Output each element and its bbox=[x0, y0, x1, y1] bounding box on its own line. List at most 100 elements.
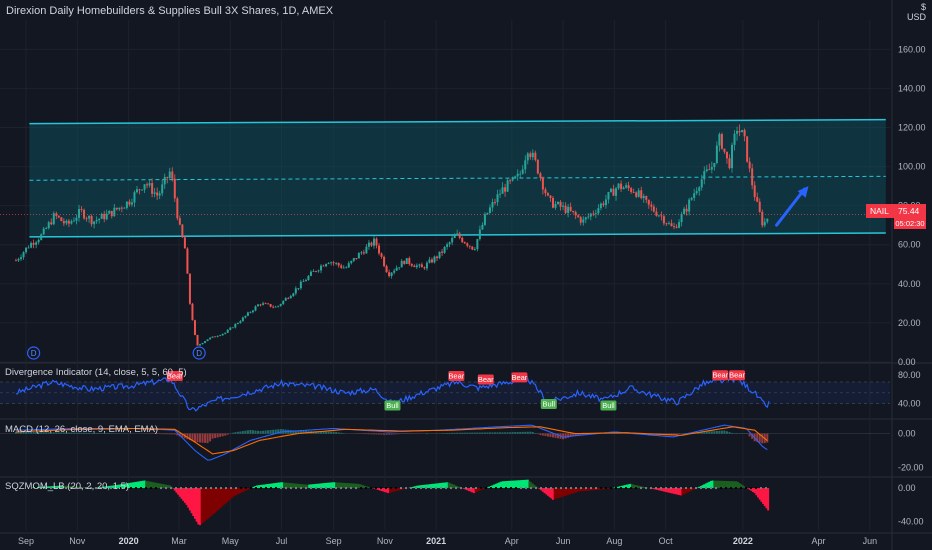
sqzmom-bar bbox=[163, 484, 166, 489]
candle bbox=[302, 281, 305, 283]
sqzmom-indicator-label[interactable]: SQZMOM_LB (20, 2, 20, 1.5) bbox=[5, 481, 130, 492]
candle bbox=[141, 189, 144, 191]
sqzmom-bar bbox=[597, 488, 600, 490]
squeeze-dot bbox=[45, 487, 47, 490]
candle bbox=[100, 213, 103, 219]
candle bbox=[219, 335, 222, 337]
sqzmom-bar bbox=[246, 488, 249, 490]
squeeze-dot bbox=[550, 487, 552, 490]
sqzmom-bar bbox=[415, 485, 418, 489]
sqzmom-bar bbox=[266, 484, 269, 489]
macd-histogram-bar bbox=[335, 432, 338, 434]
sqzmom-bar bbox=[225, 488, 228, 503]
sqzmom-bar bbox=[506, 480, 509, 489]
macd-histogram-bar bbox=[25, 432, 28, 434]
macd-histogram-bar bbox=[526, 431, 529, 434]
sqzmom-bar bbox=[661, 488, 664, 492]
dividend-marker[interactable]: D bbox=[192, 346, 206, 360]
candle bbox=[35, 242, 38, 245]
sqzmom-bar bbox=[131, 482, 134, 489]
price-y-tick-label: 120.00 bbox=[898, 122, 926, 132]
sqzmom-bar bbox=[235, 488, 238, 495]
squeeze-dot bbox=[75, 487, 77, 490]
macd-histogram-bar bbox=[766, 433, 769, 443]
squeeze-dot bbox=[95, 487, 97, 490]
sqzmom-bar bbox=[711, 480, 714, 489]
sqzmom-bar bbox=[286, 482, 289, 489]
currency-label[interactable]: $ USD bbox=[907, 2, 926, 22]
sqzmom-bar bbox=[103, 486, 106, 489]
dividend-marker-label: D bbox=[31, 349, 37, 358]
candle bbox=[448, 242, 451, 245]
macd-indicator-label[interactable]: MACD (12, 26, close, 9, EMA, EMA) bbox=[5, 424, 159, 435]
candle bbox=[90, 215, 93, 225]
sqzmom-bar bbox=[738, 483, 741, 489]
sqzmom-bar bbox=[454, 485, 457, 489]
candle bbox=[251, 310, 254, 313]
candle bbox=[554, 203, 557, 208]
squeeze-dot bbox=[535, 487, 537, 490]
squeeze-dot bbox=[705, 487, 707, 490]
sqzmom-bar bbox=[720, 480, 723, 489]
divergence-indicator-label[interactable]: Divergence Indicator (14, close, 5, 5, 6… bbox=[5, 367, 187, 378]
candle bbox=[259, 304, 262, 306]
squeeze-dot bbox=[485, 487, 487, 490]
macd-histogram-bar bbox=[488, 432, 491, 434]
candle bbox=[443, 246, 446, 253]
sqzmom-bar bbox=[47, 486, 50, 489]
sqzmom-bar bbox=[688, 488, 691, 492]
sqzmom-bar bbox=[232, 488, 235, 497]
candle bbox=[206, 339, 209, 342]
candle bbox=[526, 153, 529, 161]
sqzmom-bar bbox=[629, 483, 632, 489]
sqzmom-bar bbox=[762, 488, 765, 504]
sqzmom-bar bbox=[636, 485, 639, 489]
macd-histogram-bar bbox=[277, 429, 280, 434]
sqzmom-bar bbox=[716, 480, 719, 489]
candle bbox=[660, 215, 663, 217]
sqzmom-bar bbox=[545, 488, 548, 495]
candle bbox=[395, 267, 398, 271]
sqzmom-bar bbox=[289, 483, 292, 489]
dividend-marker[interactable]: D bbox=[27, 346, 41, 360]
candle bbox=[625, 185, 628, 188]
macd-histogram-bar bbox=[751, 433, 754, 439]
sqzmom-bar bbox=[683, 488, 686, 495]
candle bbox=[579, 217, 582, 223]
squeeze-dot bbox=[260, 487, 262, 490]
candle bbox=[176, 198, 179, 219]
candle bbox=[400, 260, 403, 268]
sqzmom-bar bbox=[219, 488, 222, 509]
candle bbox=[741, 130, 744, 133]
candle bbox=[161, 184, 164, 194]
candle bbox=[133, 192, 136, 203]
macd-histogram-bar bbox=[75, 432, 78, 434]
sqzmom-bar bbox=[676, 488, 679, 495]
sqzmom-bar bbox=[210, 488, 213, 516]
sqzmom-bar bbox=[156, 483, 159, 489]
squeeze-dot bbox=[540, 487, 542, 490]
sqzmom-bar bbox=[52, 486, 55, 489]
squeeze-dot bbox=[580, 487, 582, 490]
macd-histogram-bar bbox=[330, 431, 333, 434]
candle bbox=[148, 183, 151, 186]
squeeze-dot bbox=[590, 487, 592, 490]
sqzmom-bar bbox=[530, 482, 533, 489]
x-tick-label: 2022 bbox=[733, 536, 753, 546]
candle bbox=[158, 193, 161, 196]
sqzmom-bar bbox=[678, 488, 681, 496]
candle bbox=[299, 281, 302, 289]
candle bbox=[673, 226, 676, 227]
candle bbox=[607, 192, 610, 200]
macd-histogram-bar bbox=[529, 431, 532, 434]
macd-histogram-bar bbox=[226, 433, 229, 435]
candle bbox=[622, 187, 625, 190]
macd-histogram-bar bbox=[451, 432, 454, 434]
squeeze-dot bbox=[745, 487, 747, 490]
squeeze-dot bbox=[640, 487, 642, 490]
candle bbox=[499, 193, 502, 195]
candle bbox=[471, 246, 474, 250]
macd-histogram-bar bbox=[302, 430, 305, 434]
sqzmom-bar bbox=[293, 483, 296, 489]
